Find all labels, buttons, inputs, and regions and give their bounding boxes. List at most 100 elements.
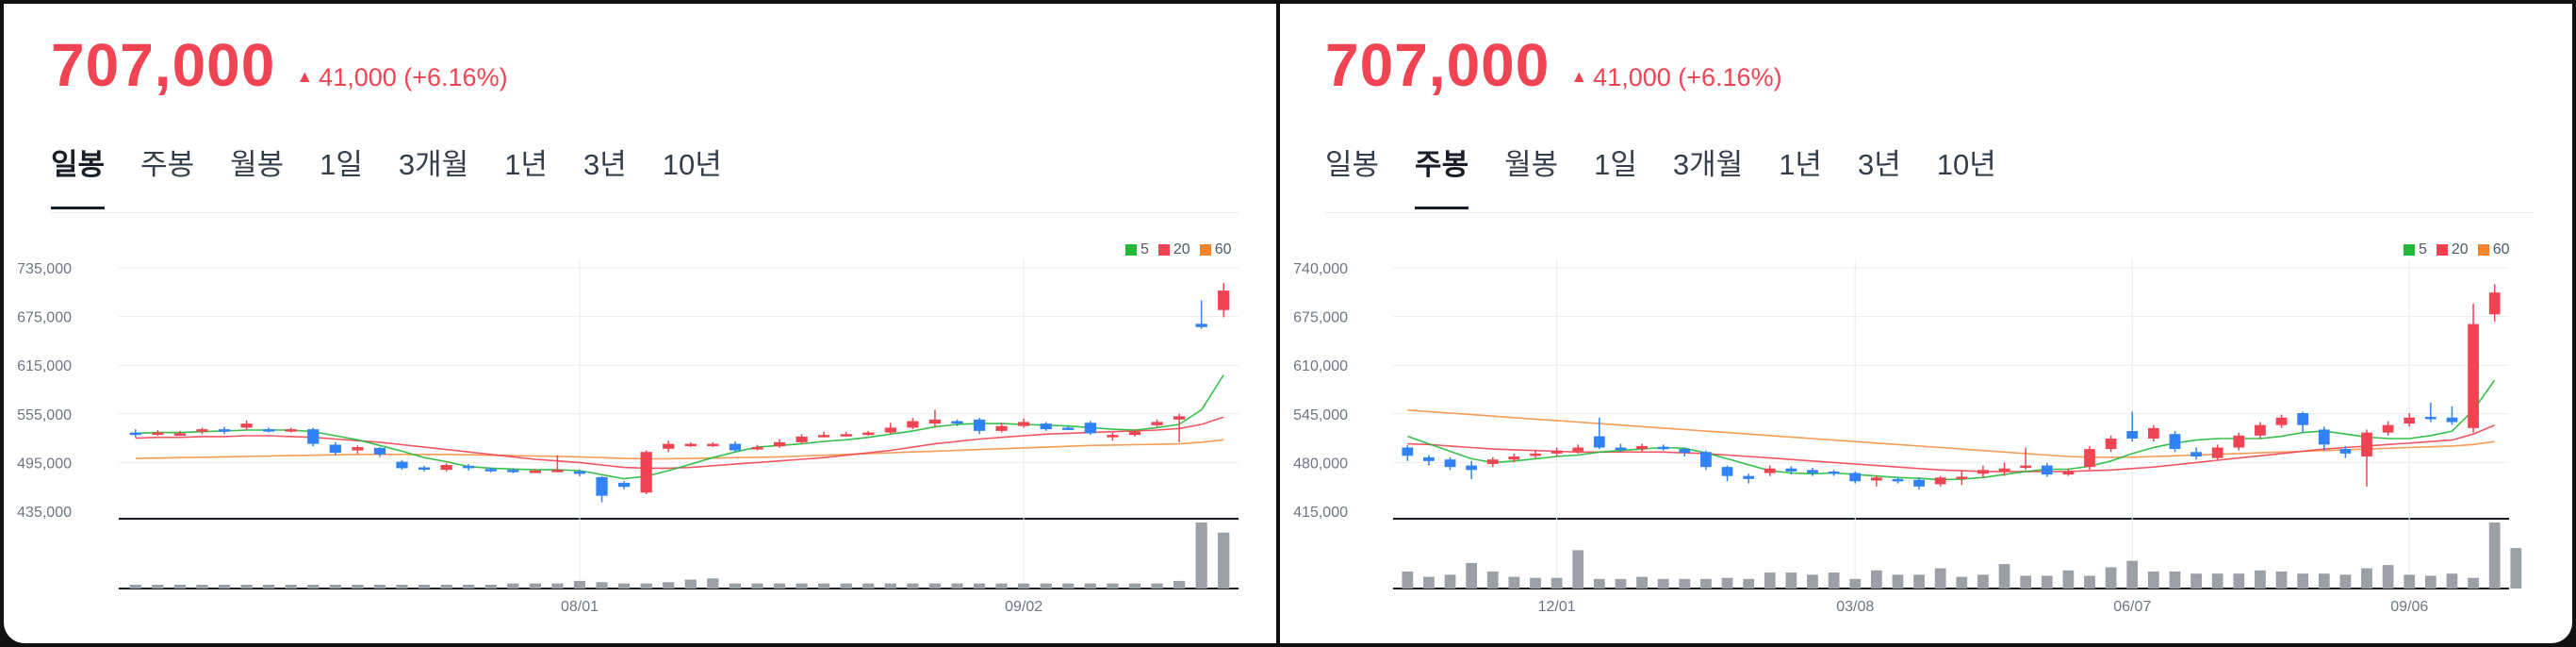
tab-3years[interactable]: 3년	[1857, 148, 1901, 181]
candle-body	[551, 470, 564, 473]
candle-body	[2275, 417, 2288, 425]
candle-body	[995, 425, 1008, 431]
candle-body	[1195, 324, 1207, 327]
tab-divider	[51, 212, 1239, 213]
candle-body	[1956, 476, 1968, 479]
legend-ma20: 20	[2436, 241, 2469, 258]
candle-body	[2468, 324, 2479, 428]
volume-bar	[596, 582, 608, 589]
volume-bar	[2318, 573, 2330, 589]
price-change-text: 41,000 (+6.16%)	[319, 63, 508, 91]
tab-daily[interactable]: 일봉	[1325, 148, 1380, 181]
volume-bar	[2339, 574, 2352, 589]
legend-ma60: 60	[2477, 241, 2510, 258]
volume-bar	[995, 583, 1008, 589]
volume-bar	[796, 583, 808, 589]
volume-bar	[2169, 571, 2181, 589]
tab-3years[interactable]: 3년	[582, 148, 627, 181]
candle-body	[1486, 459, 1499, 464]
candle-body	[1402, 447, 1414, 456]
volume-bar	[1128, 583, 1141, 589]
candle-body	[1785, 468, 1797, 472]
candle-body	[751, 447, 763, 450]
volume-bar	[2211, 573, 2223, 589]
volume-bar	[1530, 577, 1541, 589]
y-tick-label: 610,000	[1293, 358, 1348, 374]
volume-bar	[263, 584, 275, 589]
volume-bar	[884, 583, 896, 589]
volume-bar	[1018, 583, 1030, 589]
candle-body	[352, 447, 364, 451]
candle-body	[1508, 456, 1520, 460]
candle-body	[2488, 292, 2501, 315]
volume-bar	[2126, 560, 2139, 589]
legend-ma20-label: 20	[2451, 241, 2469, 257]
candle-body	[152, 432, 164, 436]
tab-1year[interactable]: 1년	[504, 148, 548, 181]
volume-bar	[1040, 583, 1052, 589]
tab-monthly[interactable]: 월봉	[1504, 148, 1559, 181]
volume-bar	[907, 583, 919, 589]
chart-legend: 5 20 60	[2404, 241, 2510, 258]
candlestick-chart[interactable]: 735,000 675,000 615,000 555,000 495,000 435,0…	[4, 4, 1276, 643]
volume-bar	[1849, 578, 1862, 589]
tab-1day[interactable]: 1일	[320, 148, 363, 181]
tab-weekly[interactable]: 주봉	[140, 148, 195, 181]
tab-1day[interactable]: 1일	[1594, 148, 1637, 181]
candle-body	[773, 441, 786, 447]
tab-divider	[1325, 212, 2535, 213]
volume-bar	[1956, 576, 1968, 589]
volume-bar	[2062, 570, 2075, 589]
candlestick-chart[interactable]: 740,000 675,000 610,000 545,000 480,000 415,0…	[1280, 4, 2572, 643]
volume-bar	[862, 583, 875, 589]
stock-chart-panel-right: 707,000 ▲ 41,000 (+6.16%) 일봉 주봉 월봉 1일 3개…	[1280, 4, 2572, 643]
tab-3months[interactable]: 3개월	[1672, 148, 1744, 181]
tab-10years[interactable]: 10년	[662, 148, 722, 181]
candle-body	[663, 443, 675, 449]
volume-bar	[1508, 576, 1520, 589]
volume-bar	[285, 584, 297, 589]
volume-bar	[1593, 578, 1605, 589]
candle-body	[484, 469, 497, 472]
tab-weekly[interactable]: 주봉	[1415, 141, 1469, 209]
volume-bar	[1572, 550, 1584, 589]
legend-ma60-swatch	[1199, 244, 1211, 256]
y-tick-label: 435,000	[17, 505, 72, 521]
y-tick-label: 740,000	[1293, 261, 1348, 277]
price-change: ▲ 41,000 (+6.16%)	[296, 63, 507, 92]
candle-body	[2190, 452, 2202, 457]
y-tick-label: 675,000	[17, 310, 72, 326]
volume-bar	[973, 583, 986, 589]
volume-bar	[2297, 573, 2309, 589]
current-price: 707,000	[51, 31, 276, 99]
candle-body	[951, 421, 963, 424]
candle-body	[2211, 447, 2223, 458]
tab-monthly[interactable]: 월봉	[230, 148, 285, 181]
tab-10years[interactable]: 10년	[1936, 148, 1996, 181]
volume-bar	[152, 584, 164, 589]
moving-average-ma20	[135, 416, 1224, 470]
candle-body	[707, 443, 719, 447]
candle-body	[1892, 478, 1904, 482]
volume-bar	[2510, 548, 2522, 589]
tab-3months[interactable]: 3개월	[398, 148, 469, 181]
volume-bar	[1828, 572, 1840, 589]
tab-1year[interactable]: 1년	[1779, 148, 1822, 181]
period-tabs: 일봉 주봉 월봉 1일 3개월 1년 3년 10년	[51, 141, 758, 209]
candle-body	[1444, 459, 1456, 468]
candle-body	[862, 432, 875, 436]
y-tick-label: 480,000	[1293, 456, 1348, 472]
volume-bar	[1062, 583, 1075, 589]
volume-bar	[663, 582, 675, 589]
volume-bar	[2404, 574, 2416, 589]
candle-body	[2339, 449, 2352, 454]
candle-body	[1466, 465, 1478, 471]
candle-body	[1551, 450, 1563, 454]
volume-bar	[329, 584, 341, 589]
tab-daily[interactable]: 일봉	[51, 141, 106, 209]
legend-ma5-label: 5	[1140, 241, 1149, 257]
volume-bar	[1657, 578, 1669, 589]
x-tick-label: 09/02	[1005, 599, 1042, 615]
volume-bar	[1743, 578, 1755, 589]
volume-bar	[307, 584, 320, 589]
